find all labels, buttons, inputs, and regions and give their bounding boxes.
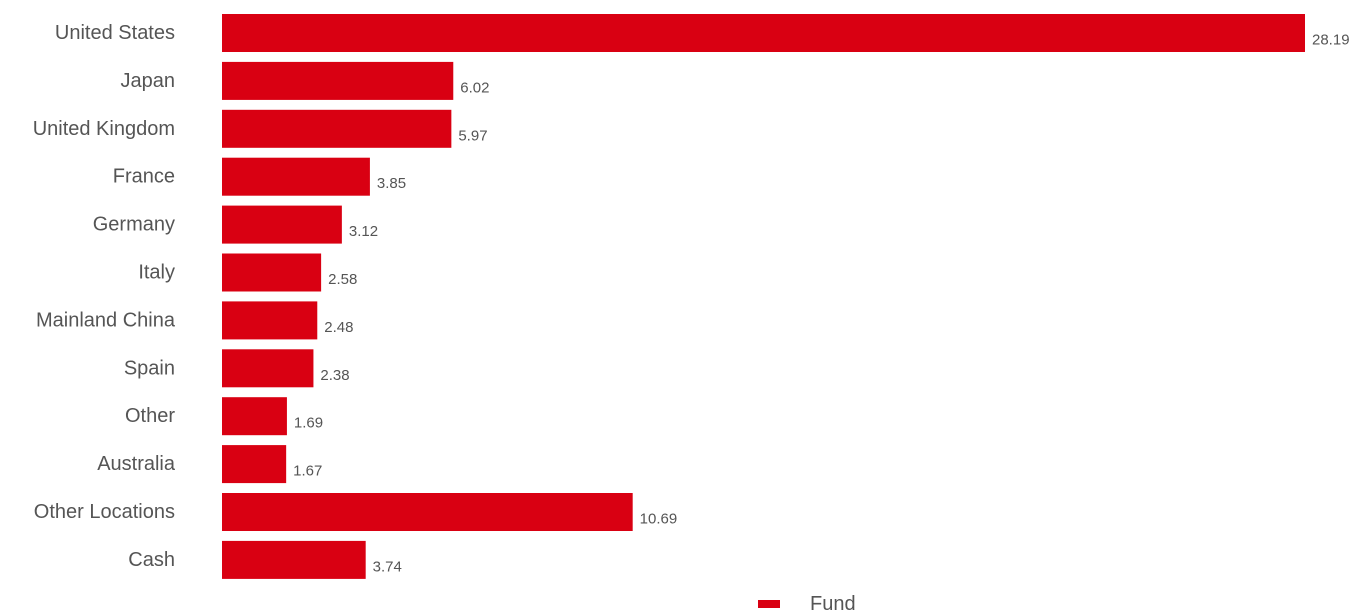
legend: Fund [758, 593, 856, 615]
value-label: 1.69 [294, 415, 323, 432]
bar-france [222, 157, 370, 196]
value-labels-layer: 28.19 6.02 5.97 3.85 3.12 2.58 2.48 2.38 1.69 1.6… [293, 32, 1349, 576]
value-label: 2.48 [324, 319, 353, 336]
category-label: Cash [128, 549, 175, 571]
category-label: Australia [97, 453, 176, 475]
value-label: 2.38 [320, 367, 349, 384]
bar-italy [222, 253, 322, 292]
category-label: Germany [93, 214, 175, 236]
category-label: Italy [138, 262, 175, 284]
bar-other [222, 397, 287, 436]
bar-spain [222, 349, 314, 388]
value-label: 3.74 [373, 558, 402, 575]
legend-swatch [758, 600, 780, 608]
category-label: United Kingdom [33, 118, 175, 140]
category-label: Spain [124, 357, 175, 379]
bars-layer [222, 14, 1305, 579]
value-label: 10.69 [640, 511, 678, 528]
bar-cash [222, 540, 366, 579]
category-label: Other Locations [34, 501, 175, 523]
bar-other-locations [222, 493, 633, 531]
bar-germany [222, 205, 342, 244]
category-label: Japan [121, 70, 176, 92]
category-label: United States [55, 22, 175, 44]
value-label: 5.97 [458, 127, 487, 144]
bar-australia [222, 445, 287, 484]
value-label: 6.02 [460, 79, 489, 96]
bar-mainland-china [222, 301, 318, 340]
category-label: France [113, 166, 175, 188]
category-label: Other [125, 405, 175, 427]
bar-japan [222, 61, 454, 100]
bar-united-states [222, 14, 1305, 52]
bar-united-kingdom [222, 109, 452, 148]
value-label: 28.19 [1312, 32, 1350, 49]
category-label: Mainland China [36, 309, 176, 331]
legend-label: Fund [810, 593, 856, 615]
category-labels-layer: United States Japan United Kingdom France Ge… [33, 22, 176, 571]
value-label: 1.67 [293, 463, 322, 480]
value-label: 2.58 [328, 271, 357, 288]
value-label: 3.85 [377, 175, 406, 192]
value-label: 3.12 [349, 223, 378, 240]
